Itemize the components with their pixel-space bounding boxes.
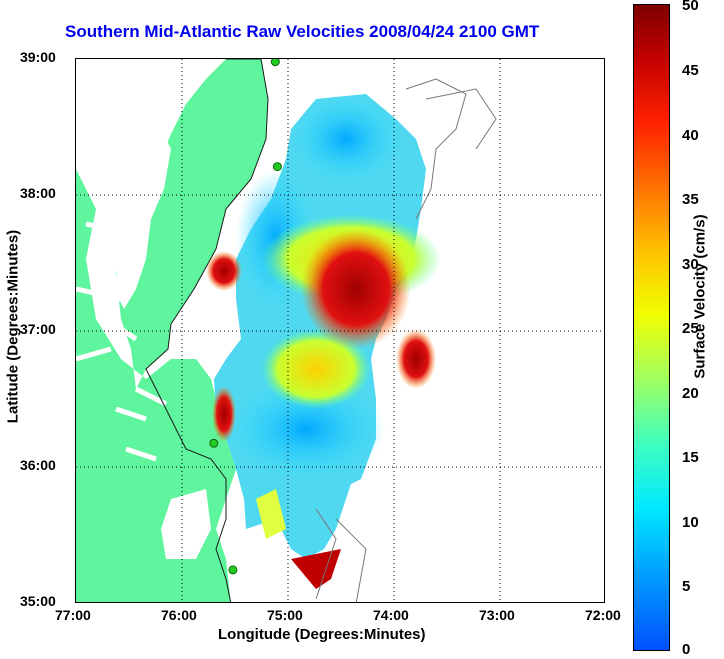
map-plot-area[interactable]	[75, 58, 605, 603]
slow-zone-north	[291, 94, 401, 184]
colorbar-tick: 20	[682, 385, 699, 402]
colorbar-tick: 25	[682, 320, 699, 337]
x-tick: 74:00	[373, 607, 409, 623]
y-tick: 38:00	[20, 185, 56, 201]
fast-patch-east	[396, 329, 436, 389]
station-markers	[209, 59, 282, 575]
colorbar-tick: 40	[682, 127, 699, 144]
colorbar-tick: 30	[682, 256, 699, 273]
colorbar-tick: 10	[682, 514, 699, 531]
moderate-patch-sw	[256, 489, 286, 539]
fast-jet-south	[291, 549, 341, 589]
colorbar-tick: 15	[682, 449, 699, 466]
estuary-lines	[76, 151, 168, 462]
station-marker	[270, 59, 280, 67]
coastline	[145, 59, 269, 602]
fast-core-east	[301, 229, 411, 349]
colorbar-label: Surface Velocity (cm/s)	[691, 214, 709, 379]
map-svg	[76, 59, 604, 602]
colorbar-tick: 5	[682, 578, 691, 595]
station-marker	[272, 162, 282, 172]
x-tick: 73:00	[479, 607, 515, 623]
x-tick: 72:00	[585, 607, 621, 623]
moderate-center	[261, 329, 371, 409]
station-marker	[209, 438, 219, 448]
pamlico-sound	[161, 489, 211, 559]
chesapeake-bay	[114, 119, 171, 309]
colorbar-tick: 50	[682, 0, 699, 14]
x-tick: 76:00	[161, 607, 197, 623]
y-axis-label: Latitude (Degrees:Minutes)	[4, 229, 22, 424]
grid-lines	[76, 59, 604, 602]
x-tick: 75:00	[267, 607, 303, 623]
colorbar-tick: 35	[682, 191, 699, 208]
colorbar-tick: 45	[682, 62, 699, 79]
station-marker	[228, 565, 238, 575]
y-tick: 37:00	[20, 321, 56, 337]
x-axis-label: Longitude (Degrees:Minutes)	[218, 626, 426, 643]
y-tick: 36:00	[20, 457, 56, 473]
bathymetry-contour	[315, 78, 497, 602]
colorbar	[633, 4, 670, 651]
fast-patch-south	[212, 386, 236, 442]
fast-patch-west	[206, 251, 242, 291]
colorbar-tick: 0	[682, 641, 691, 658]
slow-zone-south	[226, 379, 386, 479]
plot-title: Southern Mid-Atlantic Raw Velocities 200…	[65, 22, 540, 41]
y-tick: 35:00	[20, 593, 56, 609]
x-tick: 77:00	[55, 607, 91, 623]
y-tick: 39:00	[20, 49, 56, 65]
